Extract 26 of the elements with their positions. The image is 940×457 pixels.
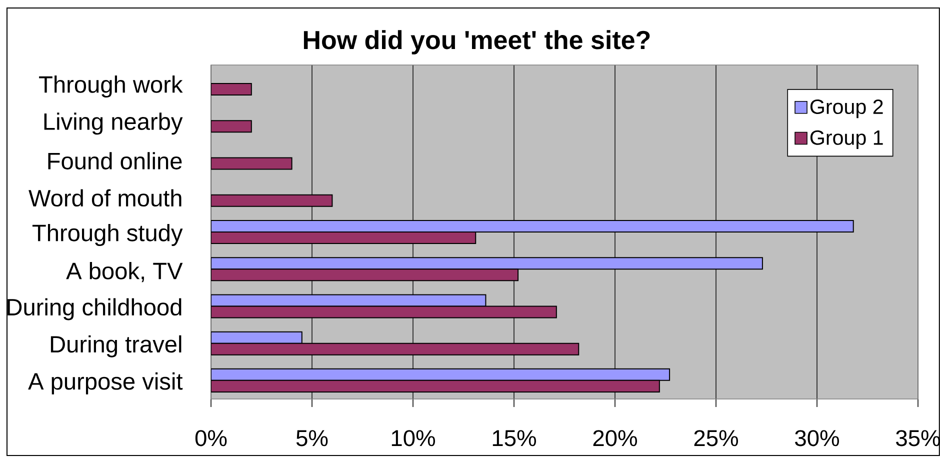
y-tick-label: A purpose visit — [28, 372, 183, 394]
x-tick-label: 0% — [195, 430, 227, 446]
y-tick-label: Through work — [39, 76, 183, 98]
y-tick-label: During childhood — [8, 298, 182, 320]
legend-label: Group 1 — [810, 130, 883, 149]
x-tick-label: 20% — [593, 430, 637, 446]
bar — [211, 306, 557, 318]
bar — [211, 231, 476, 244]
y-tick-label: Through study — [32, 224, 183, 246]
y-tick-label: Living nearby — [44, 112, 183, 135]
bar — [211, 268, 519, 282]
x-tick-label: 15% — [492, 430, 536, 446]
legend-label: Group 2 — [810, 99, 883, 118]
y-tick-label: Word of mouth — [28, 189, 182, 207]
x-tick-label: 5% — [296, 430, 328, 446]
chart-title: How did you 'meet' the site? — [304, 30, 650, 54]
bar — [211, 157, 292, 170]
bar — [211, 380, 660, 392]
bar — [211, 342, 580, 356]
y-tick-label: Found online — [48, 152, 182, 170]
x-tick-label: 10% — [392, 430, 435, 446]
y-tick-label: During travel — [50, 335, 182, 358]
x-tick-label: 25% — [694, 430, 738, 446]
y-tick-label: A book, TV — [66, 262, 183, 282]
bar — [211, 194, 333, 207]
x-tick-label: 30% — [795, 430, 839, 446]
